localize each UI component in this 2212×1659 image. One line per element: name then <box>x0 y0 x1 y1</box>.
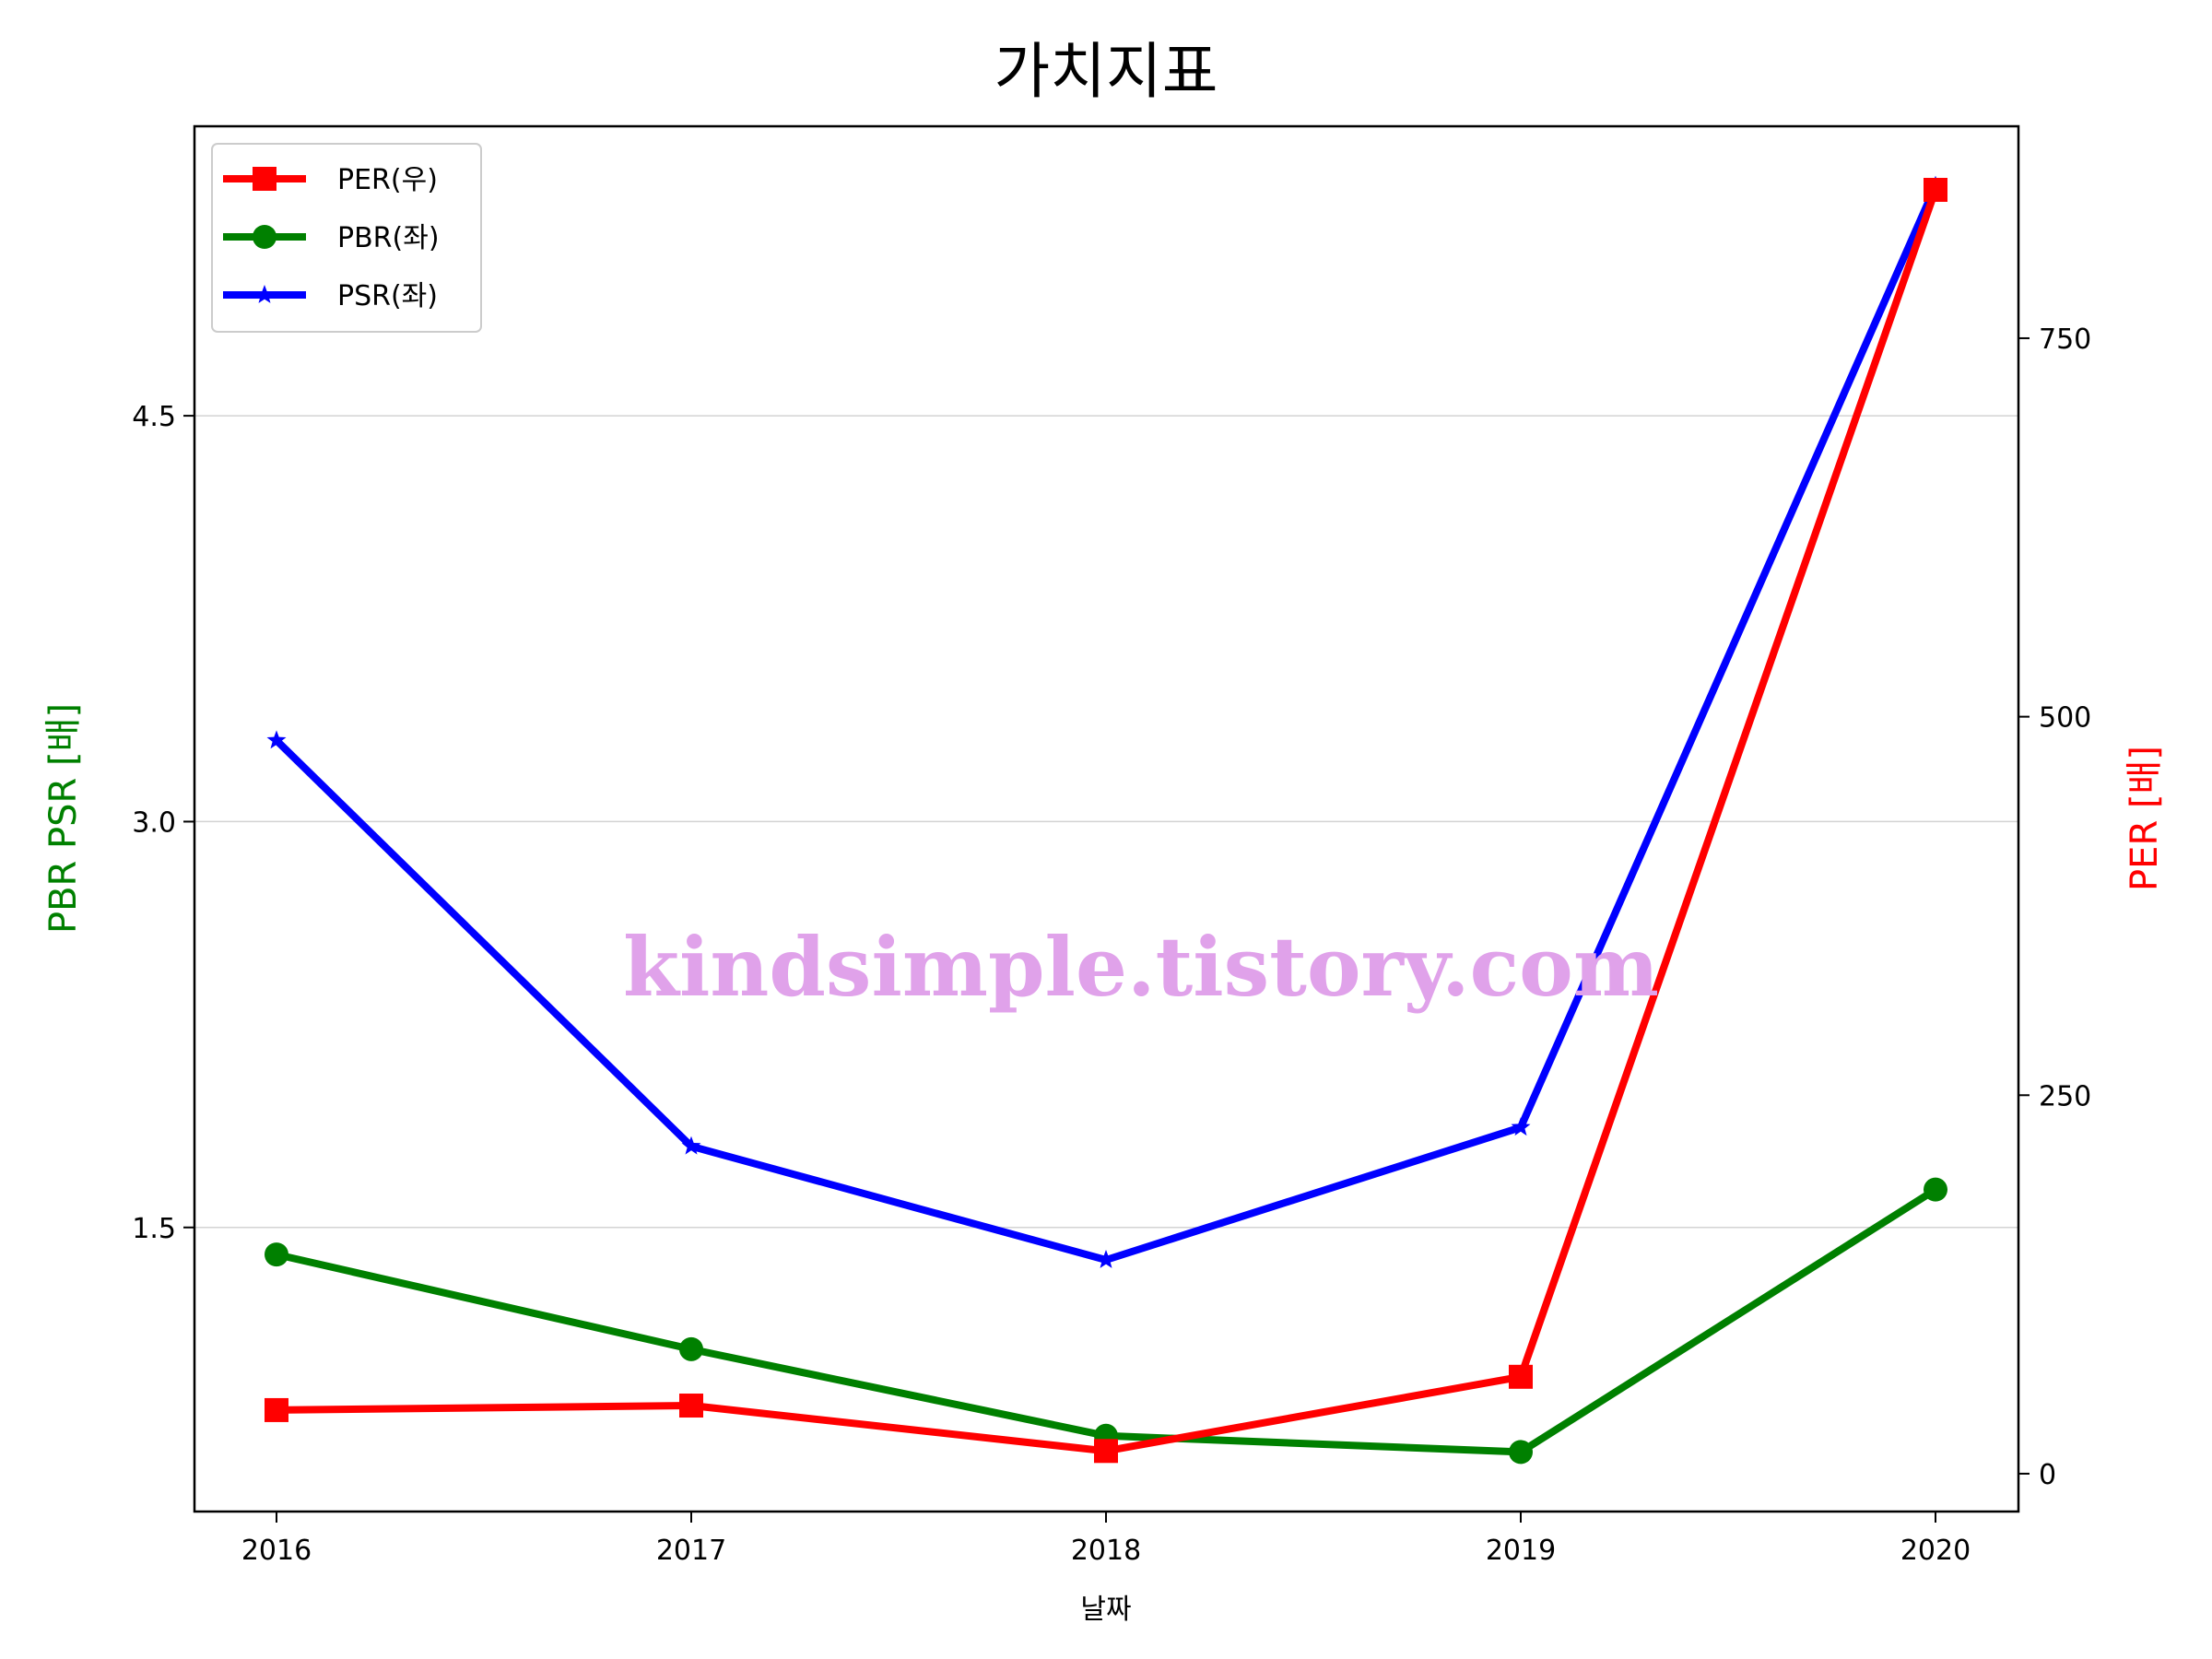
legend-marker <box>254 285 275 303</box>
y-axis-right-label: PER [배] <box>2124 746 2166 891</box>
data-point <box>1094 1439 1118 1464</box>
y-left-tick-label: 4.5 <box>132 401 176 433</box>
data-point <box>1509 1364 1533 1389</box>
watermark: kindsimple.tistory.com <box>623 919 1659 1015</box>
series-PSR(좌) <box>266 175 1946 1268</box>
series-line <box>276 1186 1938 1456</box>
legend-label: PER(우) <box>337 164 438 196</box>
y-right-tick-label: 0 <box>2039 1459 2056 1491</box>
chart-title: 가치지표 <box>994 36 1218 107</box>
data-point <box>1924 1177 1947 1202</box>
legend-item: PBR(좌) <box>223 222 440 254</box>
y-left-tick-label: 3.0 <box>132 806 176 839</box>
y-right-tick-label: 250 <box>2039 1080 2091 1112</box>
series-PER(우) <box>265 177 1947 1464</box>
data-point <box>265 1397 288 1422</box>
y-axis-left-label: PBR PSR [배] <box>42 703 85 934</box>
data-point <box>266 730 287 749</box>
x-axis-label: 날짜 <box>1080 1594 1131 1626</box>
plot-area-frame <box>193 124 2020 1513</box>
series-PBR(좌) <box>265 1177 1947 1465</box>
legend-box <box>211 143 482 333</box>
data-point <box>679 1336 703 1361</box>
x-tick-label: 2019 <box>1486 1535 1556 1567</box>
data-point <box>1924 177 1947 202</box>
x-axis: 2016 2017 2018 2019 2020 <box>241 1512 1971 1567</box>
y-axis-right: 0 250 500 750 <box>2018 324 2091 1491</box>
y-axis-left: 1.5 3.0 4.5 <box>132 401 194 1245</box>
data-point <box>1511 1117 1531 1136</box>
legend: PER(우) PBR(좌) PSR(좌) <box>211 143 482 333</box>
legend-item: PER(우) <box>223 164 438 196</box>
data-point <box>681 1135 701 1155</box>
y-right-tick-label: 750 <box>2039 324 2091 356</box>
series-line <box>274 183 1939 1264</box>
y-right-tick-label: 500 <box>2039 702 2091 735</box>
data-point <box>1096 1250 1116 1268</box>
data-point <box>265 1242 288 1267</box>
legend-marker <box>253 167 276 191</box>
x-tick-label: 2017 <box>656 1535 726 1567</box>
x-tick-label: 2018 <box>1071 1535 1141 1567</box>
legend-item: PSR(좌) <box>223 280 438 312</box>
data-point <box>1509 1440 1533 1465</box>
legend-label: PBR(좌) <box>337 222 440 254</box>
x-tick-label: 2016 <box>241 1535 312 1567</box>
legend-label: PSR(좌) <box>337 280 438 312</box>
legend-marker <box>253 225 276 249</box>
grid <box>194 415 2018 1229</box>
y-left-tick-label: 1.5 <box>132 1213 176 1245</box>
series-layer <box>265 175 1947 1465</box>
x-tick-label: 2020 <box>1900 1535 1971 1567</box>
data-point <box>679 1394 703 1418</box>
